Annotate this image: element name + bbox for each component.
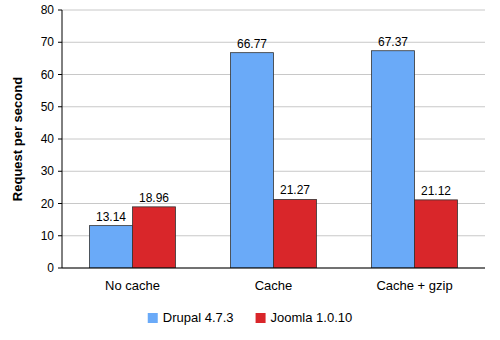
tick-label: 0 <box>47 261 54 275</box>
bar <box>274 199 317 268</box>
chart-container: 0 10 20 30 40 50 60 70 80 13.14 66.77 67.37 18.96 21.… <box>0 0 500 340</box>
bar <box>90 226 133 268</box>
tick-label: 60 <box>41 68 55 82</box>
tick-label: 30 <box>41 164 55 178</box>
tick-mark <box>58 74 62 75</box>
tick-mark <box>58 203 62 204</box>
chart-svg: 0 10 20 30 40 50 60 70 80 13.14 66.77 67.37 18.96 21.… <box>0 0 500 340</box>
category-label: No cache <box>105 278 160 293</box>
tick-mark <box>58 268 62 269</box>
grid-line <box>62 268 485 269</box>
bars <box>90 51 458 268</box>
tick-label: 70 <box>41 35 55 49</box>
tick-label: 20 <box>41 197 55 211</box>
legend-swatch <box>148 313 158 323</box>
tick-mark <box>58 106 62 107</box>
y-axis-label: Request per second <box>10 77 25 201</box>
bar <box>231 53 274 268</box>
tick-label: 40 <box>41 132 55 146</box>
data-label: 21.27 <box>280 183 310 197</box>
data-label: 21.12 <box>421 184 451 198</box>
category-label: Cache <box>255 278 293 293</box>
tick-mark <box>58 171 62 172</box>
bar <box>372 51 415 268</box>
x-axis <box>62 268 485 269</box>
tick-label: 50 <box>41 100 55 114</box>
bar <box>133 207 176 268</box>
y-ticks: 0 10 20 30 40 50 60 70 80 <box>41 3 62 275</box>
grid <box>62 10 485 268</box>
bar <box>415 200 458 268</box>
tick-label: 10 <box>41 229 55 243</box>
tick-label: 80 <box>41 3 55 17</box>
grid-line <box>62 42 485 43</box>
data-labels: 13.14 66.77 67.37 18.96 21.27 21.12 <box>96 35 451 224</box>
tick-mark <box>58 139 62 140</box>
data-label: 66.77 <box>237 37 267 51</box>
tick-mark <box>58 10 62 11</box>
legend: Drupal 4.7.3 Joomla 1.0.10 <box>148 310 353 325</box>
data-label: 67.37 <box>378 35 408 49</box>
legend-label: Drupal 4.7.3 <box>163 310 234 325</box>
legend-label: Joomla 1.0.10 <box>271 310 353 325</box>
x-ticks: No cache Cache Cache + gzip <box>105 278 453 293</box>
y-axis <box>62 10 63 268</box>
tick-mark <box>58 42 62 43</box>
data-label: 13.14 <box>96 210 126 224</box>
data-label: 18.96 <box>139 191 169 205</box>
category-label: Cache + gzip <box>376 278 452 293</box>
grid-line <box>62 10 485 11</box>
tick-mark <box>58 235 62 236</box>
legend-swatch <box>256 313 266 323</box>
